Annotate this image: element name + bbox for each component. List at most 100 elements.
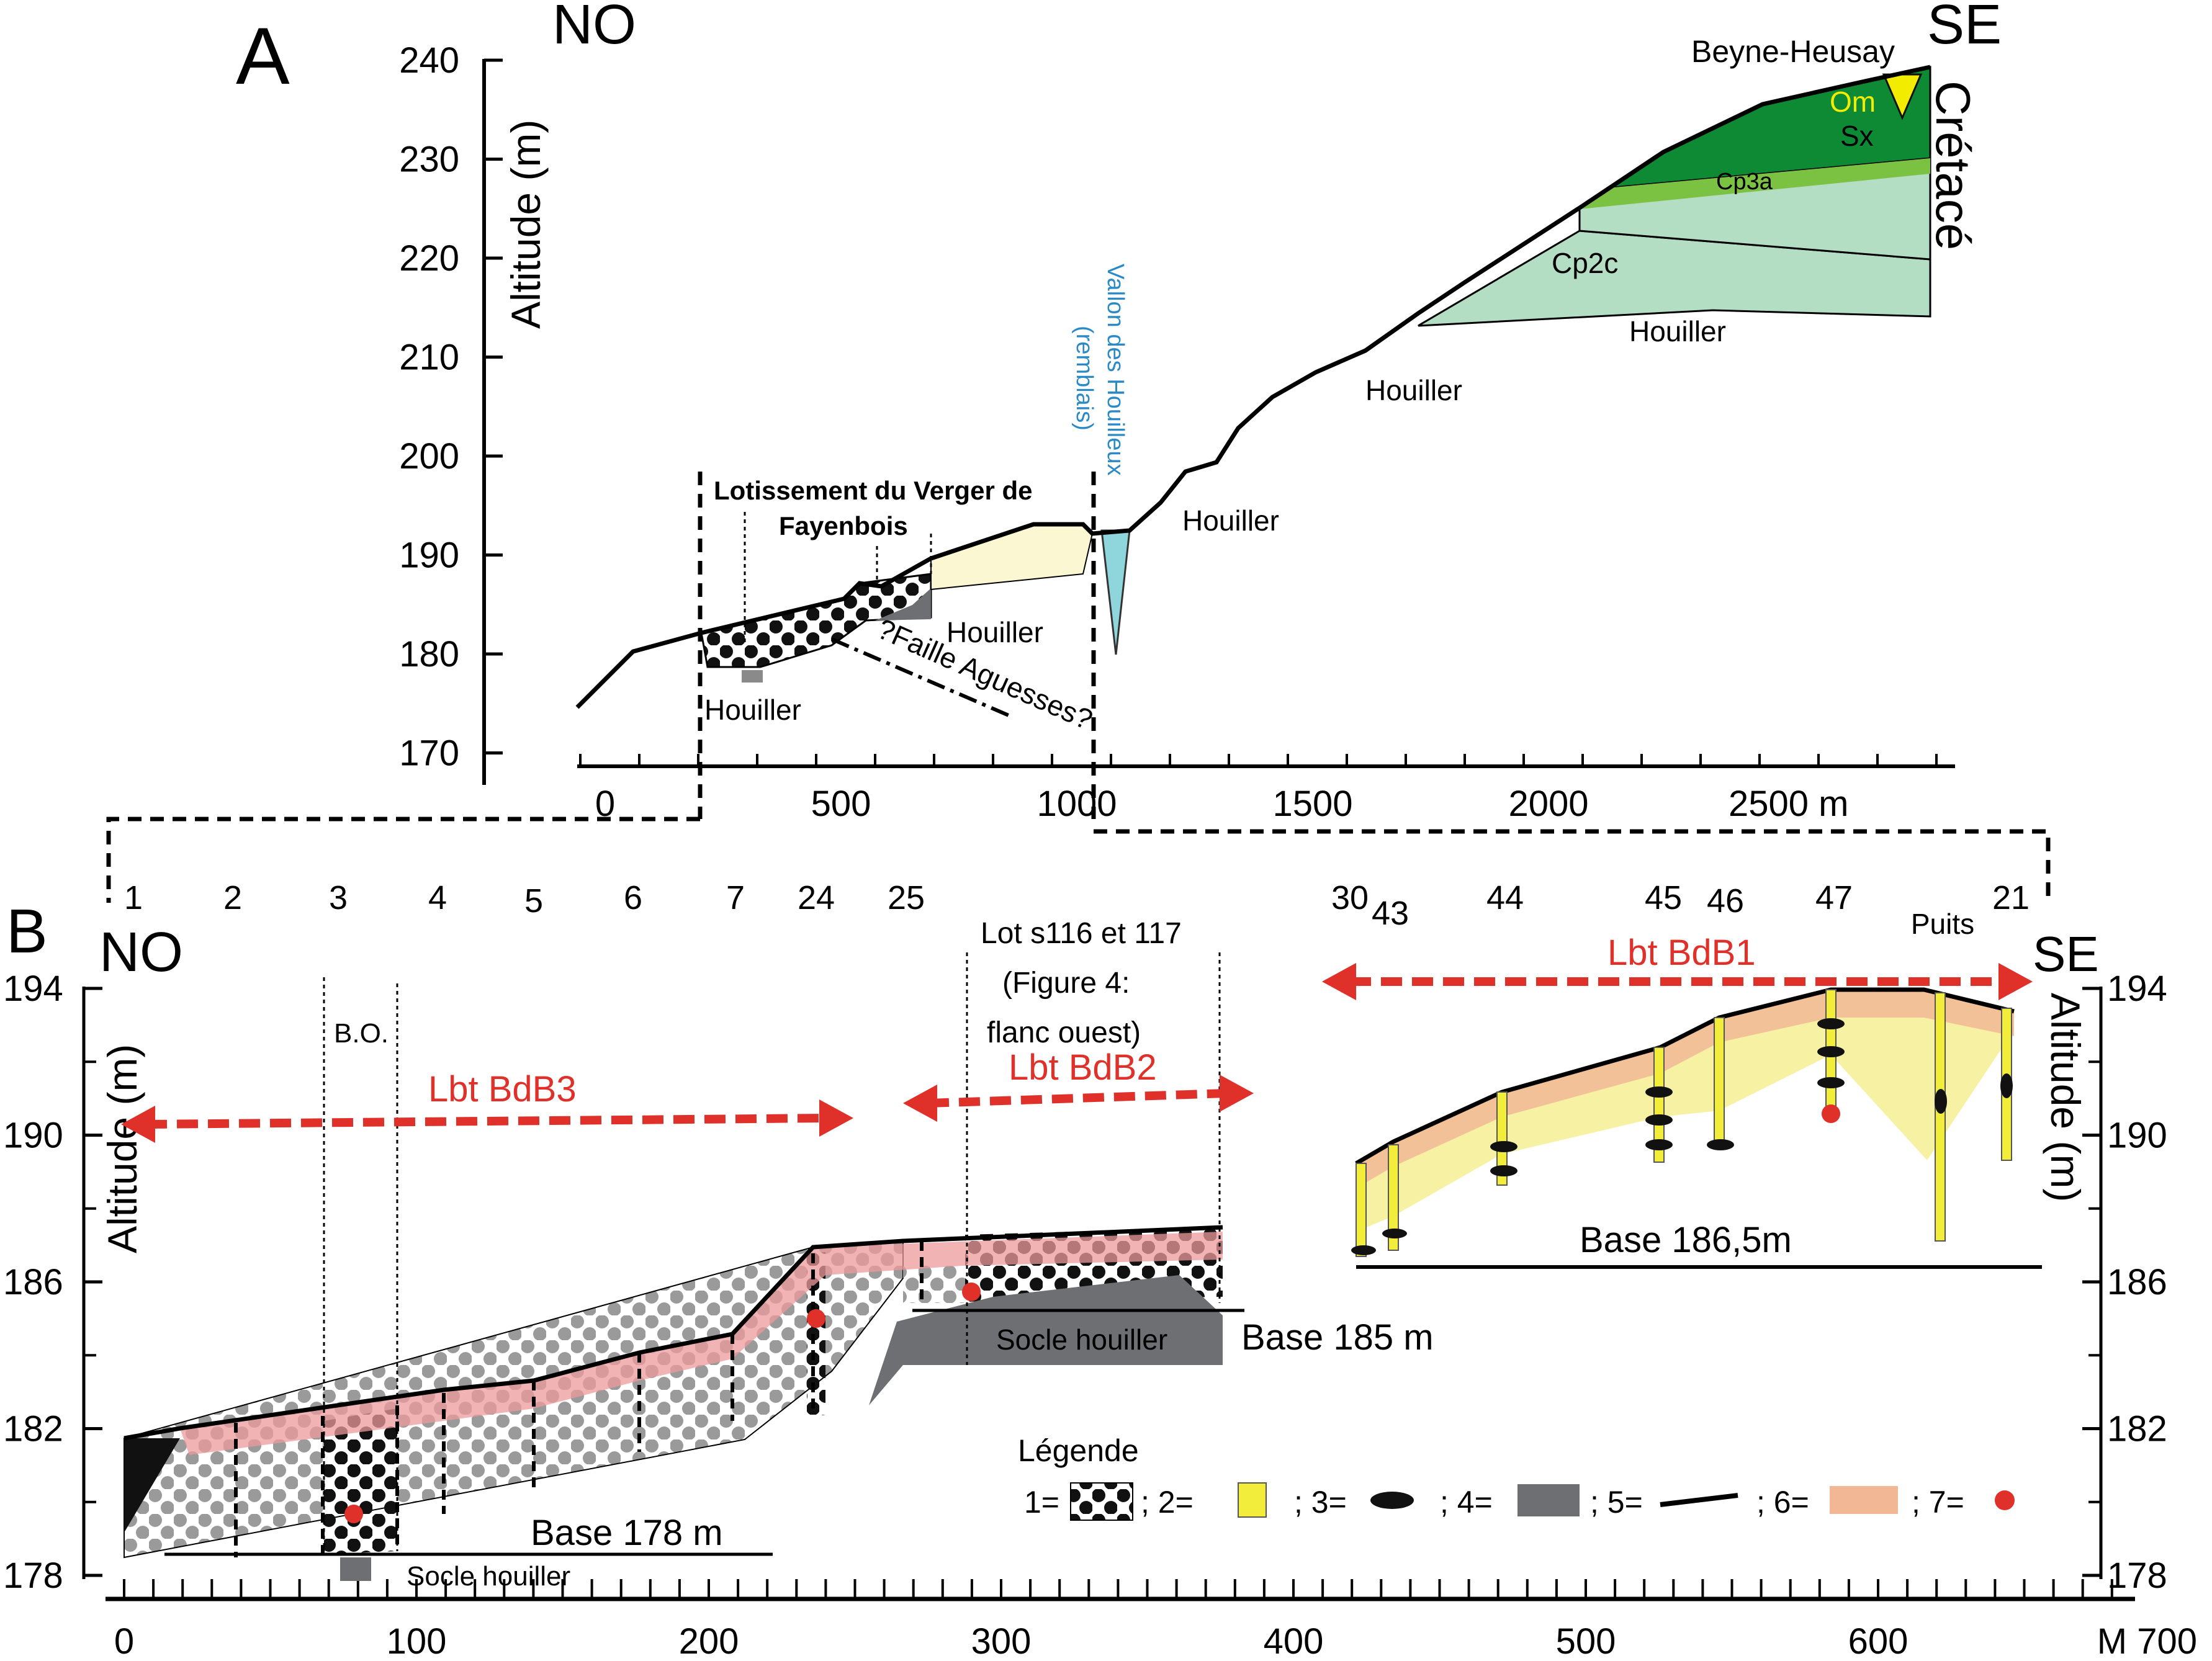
a-x-tick-label: 500 — [811, 784, 871, 824]
base-178-label: Base 178 m — [531, 1513, 723, 1553]
legend-item-2: ; 2= — [1141, 1485, 1194, 1520]
a-y-tick-label: 210 — [399, 338, 459, 378]
red-dot-marker — [344, 1505, 363, 1523]
lotissement-socle — [875, 588, 931, 620]
a-y-tick-label: 170 — [399, 733, 459, 774]
a-y-tick-label: 230 — [399, 140, 459, 180]
lbt-red-band — [180, 1232, 1223, 1455]
black-lenses — [1351, 1018, 2013, 1255]
b-x-tick-label: 500 — [1556, 1621, 1616, 1661]
vallon-fill — [1100, 529, 1131, 655]
legend-item-4: ; 4= — [1440, 1485, 1493, 1520]
socle-houiller-label: Socle houiller — [996, 1323, 1167, 1356]
zoom-connector-left — [106, 817, 700, 903]
cretace-label: Crétacé — [1926, 81, 1980, 250]
b-y-tick-label-right: 178 — [2107, 1556, 2167, 1596]
panel-b-dir-left: NO — [99, 921, 183, 983]
lotissement-upper-zone — [930, 524, 1094, 591]
lotissement-socle-small — [742, 670, 763, 683]
b-y-tick-label-right: 186 — [2107, 1262, 2167, 1302]
panel-b-letter: B — [6, 897, 48, 966]
a-y-tick-label: 200 — [399, 436, 459, 477]
well-number-label: 25 — [888, 879, 925, 916]
well-number-label: 45 — [1645, 879, 1682, 916]
well-number-label: 47 — [1815, 879, 1853, 916]
vallon-label-2: (remblais) — [1071, 326, 1097, 431]
well-number-label: 1 — [124, 879, 143, 916]
lots-label-1: Lot s116 et 117 — [981, 917, 1182, 950]
legend: Légende 1= ; 2= ; 3= ; 4= ; 5= ; 6= ; 7= — [1018, 1433, 2015, 1521]
well-number-label: 6 — [624, 879, 642, 916]
a-y-tick-label: 180 — [399, 634, 459, 674]
zoom-connector-right — [1094, 829, 2051, 900]
panel-a-y-ticks: 240 230 220 210 200 190 180 170 — [399, 40, 503, 774]
lbt-bdb2-label: Lbt BdB2 — [1009, 1047, 1157, 1088]
a-x-tick-label: 2500 m — [1729, 784, 1848, 824]
a-x-tick-label: 1500 — [1272, 784, 1352, 824]
legend-swatch-2 — [1238, 1482, 1267, 1518]
legend-item-6: ; 6= — [1756, 1485, 1809, 1520]
legend-item-5: ; 5= — [1590, 1485, 1643, 1520]
well-number-label: 7 — [726, 879, 745, 916]
houiller-label-3: Houiller — [1182, 504, 1279, 537]
beyne-label: Beyne-Heusay — [1691, 34, 1895, 69]
well-number-label: Puits — [1911, 908, 1974, 940]
a-x-tick-label: 1000 — [1036, 784, 1117, 824]
b-y-tick-label-right: 182 — [2107, 1409, 2167, 1449]
houiller-label-5: Houiller — [704, 694, 801, 726]
base-186-label: Base 186,5m — [1580, 1220, 1792, 1260]
b-x-tick-label: M 700 — [2097, 1621, 2197, 1661]
well-number-label: 21 — [1992, 879, 2030, 916]
legend-swatch-6 — [1830, 1486, 1898, 1514]
houiller-label-4: Houiller — [946, 616, 1043, 648]
legend-title: Légende — [1018, 1433, 1139, 1468]
legend-item-1: 1= — [1024, 1485, 1059, 1520]
b-x-tick-label: 100 — [387, 1621, 447, 1661]
panel-a-dir-right: SE — [1927, 0, 2002, 56]
panel-b-profile-left — [124, 1225, 1223, 1441]
b-y-tick-label-left: 186 — [3, 1262, 63, 1302]
well-number-label: 3 — [329, 879, 348, 916]
legend-swatch-3 — [1370, 1492, 1414, 1509]
panel-a-ylabel: Altitude (m) — [503, 120, 549, 329]
panel-b-ylabel-right: Altitude (m) — [2043, 993, 2088, 1202]
socle-houiller-small-label: Socle houiller — [407, 1561, 570, 1592]
sx-label: Sx — [1840, 120, 1874, 152]
a-y-tick-label: 190 — [399, 535, 459, 576]
lots-label-3: flanc ouest) — [987, 1016, 1141, 1049]
legend-swatch-4 — [1517, 1484, 1580, 1516]
legend-item-7: ; 7= — [1912, 1485, 1964, 1520]
faille-line — [830, 637, 1013, 719]
topography-profile — [575, 65, 1931, 709]
legend-swatch-5 — [1660, 1493, 1738, 1507]
cp3a-band — [1580, 158, 1930, 209]
b-x-tick-label: 400 — [1264, 1621, 1324, 1661]
cp2c-label: Cp2c — [1552, 247, 1618, 279]
panel-b-x-ticks: 0 100 200 300 400 500 600 M 700 — [114, 1579, 2197, 1661]
bo-label: B.O. — [334, 1018, 389, 1049]
b-x-tick-label: 200 — [679, 1621, 739, 1661]
well-number-label: 44 — [1486, 879, 1524, 916]
well-3-column — [324, 1408, 397, 1554]
well-number-label: 46 — [1707, 882, 1744, 920]
red-dot-marker — [807, 1309, 825, 1328]
b-x-tick-label: 300 — [971, 1621, 1032, 1661]
cp2c-layer — [1418, 230, 1931, 327]
panel-b-profile-right — [1355, 987, 2015, 1166]
om-label: Om — [1830, 86, 1876, 118]
a-y-tick-label: 220 — [399, 238, 459, 279]
panel-b-dir-right: SE — [2033, 926, 2099, 982]
well-number-label: 43 — [1372, 895, 1409, 932]
well-number-label: 5 — [524, 882, 543, 920]
red-dot-marker — [962, 1283, 981, 1301]
socle-houiller-grey — [869, 1275, 1223, 1405]
lbt-bdb2-arrow — [903, 1075, 1254, 1122]
lotissement-label-1: Lotissement du Verger de — [714, 476, 1032, 505]
lots-gravel — [903, 1266, 965, 1303]
b-y-tick-label-left: 182 — [3, 1409, 63, 1449]
a-y-tick-label: 240 — [399, 40, 459, 81]
vallon-label-1: Vallon des Houilleux — [1102, 264, 1128, 476]
